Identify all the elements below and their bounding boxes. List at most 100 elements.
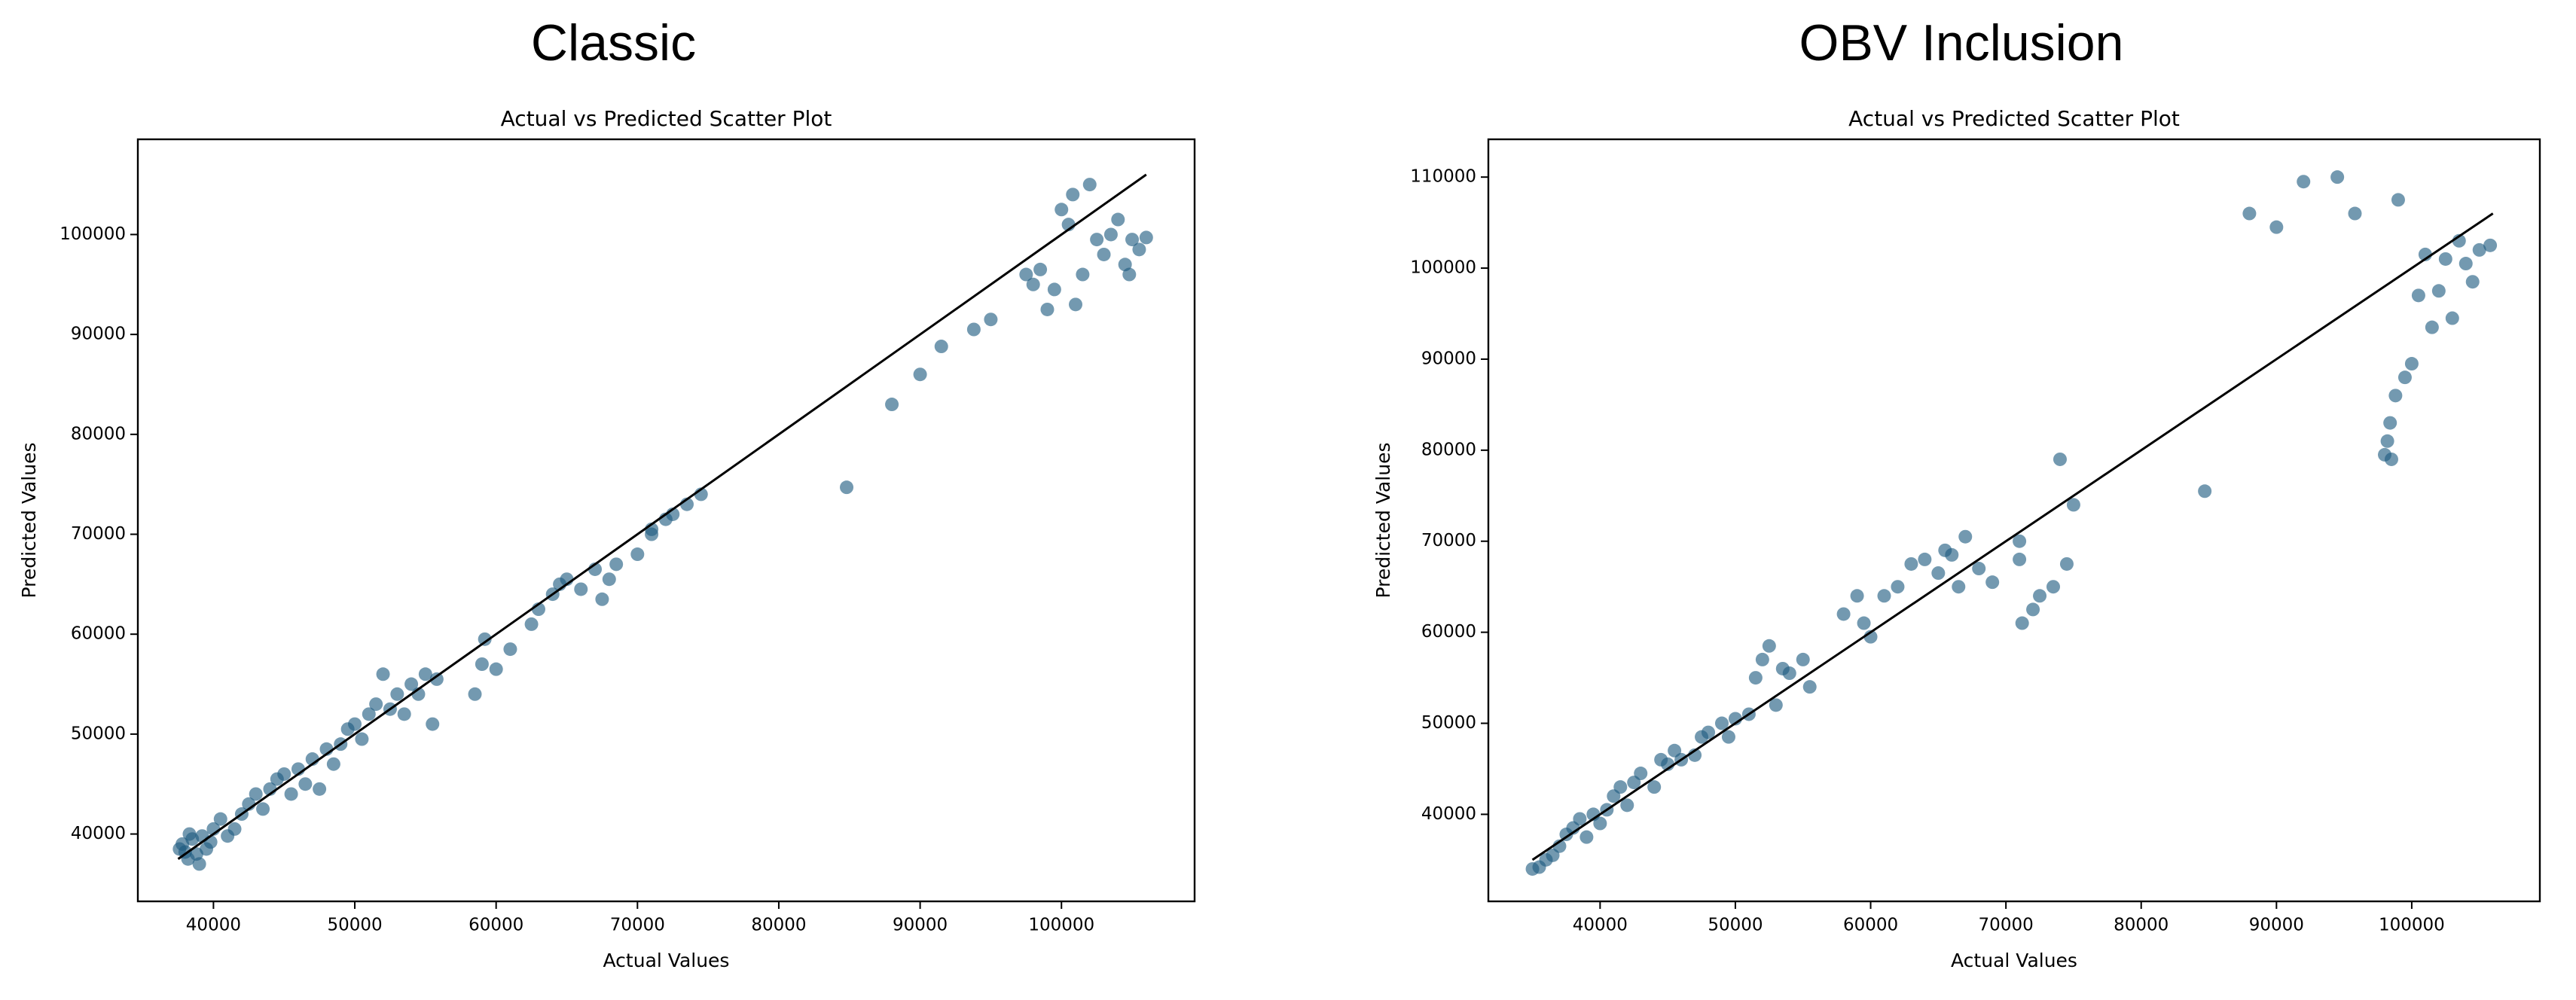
scatter-point (2384, 452, 2398, 466)
scatter-point (2015, 616, 2029, 630)
scatter-point (1040, 302, 1055, 316)
scatter-point (2348, 206, 2362, 221)
scatter-point (840, 480, 854, 495)
axes-frame (1487, 138, 2541, 903)
scatter-point (1755, 652, 1769, 666)
x-axis-label: Actual Values (1951, 950, 2077, 971)
scatter-point (913, 367, 927, 382)
scatter-point (404, 677, 419, 691)
scatter-point (418, 667, 432, 681)
scatter-point (284, 787, 298, 801)
scatter-point (192, 857, 206, 871)
scatter-point (429, 672, 444, 686)
scatter-point (1082, 178, 1097, 192)
scatter-point (213, 812, 227, 826)
scatter-point (602, 572, 616, 587)
scatter-point (2391, 193, 2405, 207)
scatter-point (2397, 370, 2412, 385)
scatter-point (2198, 484, 2212, 498)
scatter-point (227, 822, 242, 836)
x-axis-label: Actual Values (603, 950, 730, 971)
scatter-point (2411, 288, 2425, 303)
scatter-point (984, 312, 998, 327)
scatter-point (298, 777, 313, 791)
scatter-point (574, 582, 588, 596)
y-tick-label: 110000 (1410, 167, 1476, 187)
scatter-point (2066, 498, 2080, 512)
scatter-point (1620, 798, 1634, 812)
scatter-point (1972, 562, 1986, 576)
scatter-point (1945, 547, 1959, 562)
reference-line (177, 173, 1147, 860)
scatter-point (1748, 671, 1763, 685)
scatter-point (1918, 552, 1932, 566)
chart-title: Actual vs Predicted Scatter Plot (501, 106, 832, 131)
y-tick-label: 60000 (1421, 622, 1476, 642)
y-tick-label: 100000 (1410, 258, 1476, 278)
x-tick-label: 90000 (893, 916, 948, 935)
scatter-point (182, 827, 197, 841)
scatter-point (2445, 311, 2459, 325)
scatter-point (1019, 267, 1033, 282)
scatter-point (1613, 780, 1628, 794)
scatter-point (1714, 716, 1729, 730)
scatter-point (1931, 566, 1946, 581)
x-tick-label: 50000 (1708, 916, 1763, 935)
scatter-point (249, 787, 263, 801)
scatter-point (1647, 780, 1662, 794)
x-tick-label: 40000 (186, 916, 241, 935)
scatter-point (376, 667, 390, 681)
scatter-point (1958, 529, 1973, 544)
scatter-point (1033, 262, 1048, 276)
scatter-point (2053, 452, 2067, 466)
scatter-point (2380, 434, 2394, 448)
scatter-point (524, 617, 539, 631)
x-tick-label: 80000 (2114, 916, 2169, 935)
scatter-point (2483, 238, 2498, 252)
scatter-point (2026, 602, 2040, 617)
scatter-point (1047, 282, 1061, 297)
y-tick-label: 80000 (71, 424, 126, 444)
scatter-point (1634, 767, 1648, 781)
scatter-point (426, 717, 440, 731)
scatter-point (1097, 247, 1111, 261)
scatter-point (1836, 607, 1851, 621)
scatter-point (326, 757, 340, 771)
scatter-point (1904, 556, 1918, 571)
y-tick-label: 60000 (71, 624, 126, 644)
y-axis-label: Predicted Values (18, 443, 40, 599)
scatter-point (2472, 242, 2486, 257)
scatter-point (503, 642, 517, 657)
scatter-point (397, 707, 411, 721)
scatter-point (369, 697, 383, 712)
scatter-point (1103, 227, 1118, 242)
scatter-point (595, 592, 609, 606)
scatter-point (1802, 680, 1817, 694)
scatter-point (2383, 416, 2397, 430)
scatter-point (1122, 267, 1137, 282)
scatter-point (1796, 652, 1810, 666)
scatter-point (609, 557, 624, 572)
scatter-point (1132, 242, 1146, 257)
x-tick-label: 100000 (1028, 916, 1094, 935)
scatter-point (1952, 580, 1966, 594)
scatter-point (1076, 267, 1090, 282)
y-tick-label: 70000 (1421, 531, 1476, 550)
scatter-point (2465, 275, 2480, 289)
scatter-point (475, 657, 489, 672)
y-tick-label: 90000 (1421, 349, 1476, 368)
scatter-point (2330, 170, 2345, 184)
scatter-point (1579, 830, 1594, 844)
scatter-point (2438, 252, 2452, 266)
scatter-point (348, 717, 362, 731)
scatter-point (1066, 188, 1080, 202)
x-tick-label: 40000 (1573, 916, 1628, 935)
scatter-point (2242, 206, 2257, 221)
scatter-point (1593, 816, 1607, 831)
scatter-point (172, 842, 187, 856)
y-tick-label: 80000 (1421, 440, 1476, 459)
scatter-point (2404, 357, 2419, 371)
scatter-point (645, 527, 659, 541)
